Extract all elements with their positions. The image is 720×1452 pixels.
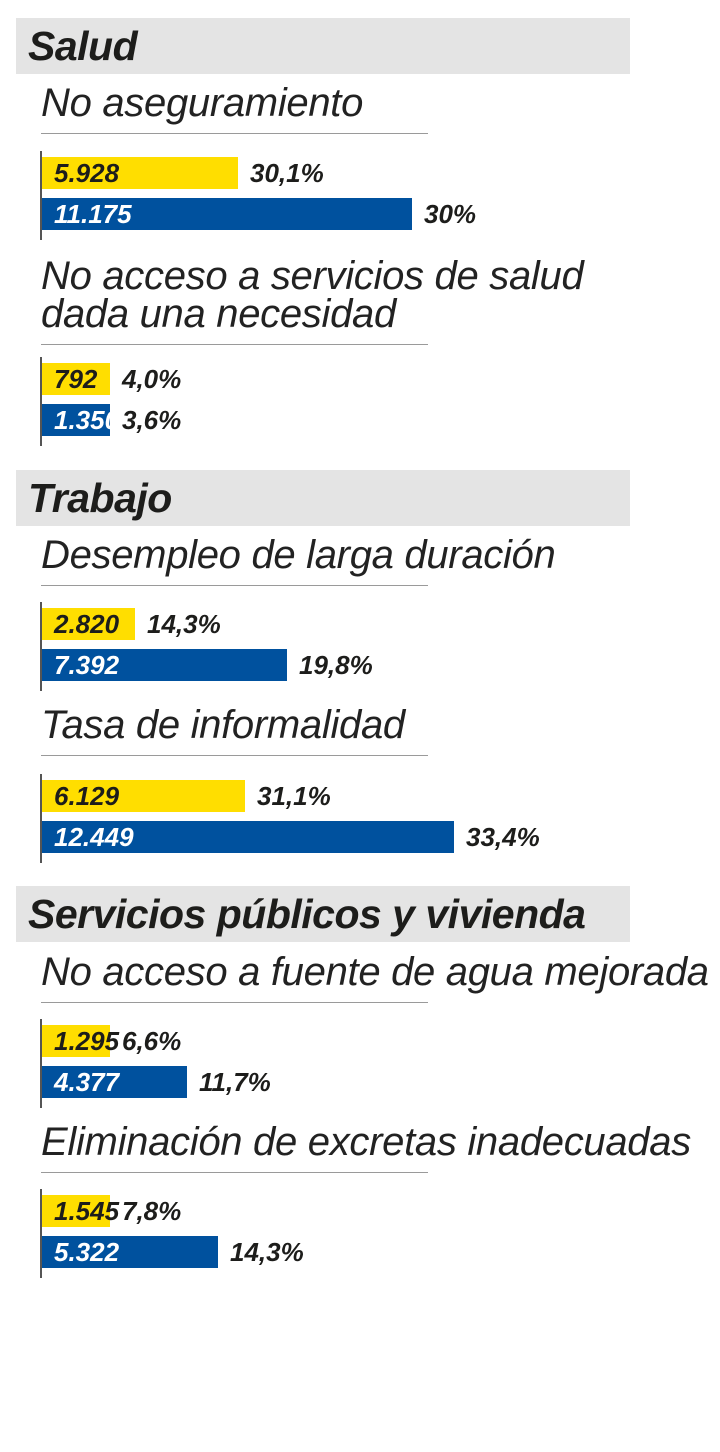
section-title: Salud xyxy=(28,23,138,69)
bar-blue xyxy=(42,1236,218,1268)
bar-axis-line xyxy=(40,151,42,240)
indicator-title-rule xyxy=(41,1172,428,1173)
indicator-title-rule xyxy=(41,1002,428,1003)
section-header-band xyxy=(16,886,630,942)
bar-value-label: 792 xyxy=(54,364,98,394)
indicator-title: Desempleo de larga duración xyxy=(41,533,556,577)
bar-axis-line xyxy=(40,602,42,691)
bar-value-label: 5.928 xyxy=(54,158,120,188)
section-header-band xyxy=(16,18,630,74)
bar-value-label: 5.322 xyxy=(54,1237,120,1267)
bar-value-label: 1.545 xyxy=(54,1196,120,1226)
bar-percent-label: 30% xyxy=(424,199,477,229)
indicator-title-rule xyxy=(41,585,428,586)
indicator-title: No aseguramiento xyxy=(41,81,364,125)
bar-percent-label: 33,4% xyxy=(466,822,540,852)
bar-value-label: 1.350 xyxy=(54,405,120,435)
bar-percent-label: 3,6% xyxy=(122,405,182,435)
bar-yellow xyxy=(42,780,245,812)
bar-percent-label: 14,3% xyxy=(230,1237,304,1267)
indicator-title: No acceso a servicios de salud dada una … xyxy=(41,254,584,336)
bar-yellow xyxy=(42,608,135,640)
bar-blue xyxy=(42,404,110,436)
bar-axis-line xyxy=(40,1189,42,1278)
indicator-title-rule xyxy=(41,133,428,134)
bar-yellow xyxy=(42,1195,110,1227)
section-header-band xyxy=(16,470,630,526)
indicator-title: Eliminación de excretas inadecuadas xyxy=(41,1120,691,1164)
section-title: Trabajo xyxy=(28,475,172,521)
bar-axis-line xyxy=(40,774,42,863)
bar-percent-label: 6,6% xyxy=(122,1026,182,1056)
bar-yellow xyxy=(42,157,238,189)
bar-percent-label: 31,1% xyxy=(257,781,331,811)
bar-value-label: 7.392 xyxy=(54,650,120,680)
bar-blue xyxy=(42,1066,187,1098)
bar-percent-label: 14,3% xyxy=(147,609,221,639)
bar-value-label: 2.820 xyxy=(54,609,120,639)
indicator-title-rule xyxy=(41,755,428,756)
bar-blue xyxy=(42,198,412,230)
indicator-title: No acceso a fuente de agua mejorada xyxy=(41,950,709,994)
bar-value-label: 1.295 xyxy=(54,1026,120,1056)
bar-percent-label: 11,7% xyxy=(199,1067,271,1097)
bar-percent-label: 7,8% xyxy=(122,1196,182,1226)
bar-value-label: 12.449 xyxy=(54,822,134,852)
bar-percent-label: 4,0% xyxy=(122,364,182,394)
bar-axis-line xyxy=(40,357,42,446)
bar-percent-label: 19,8% xyxy=(299,650,373,680)
bar-yellow xyxy=(42,1025,110,1057)
indicator-title: Tasa de informalidad xyxy=(41,703,405,747)
indicator-title-rule xyxy=(41,344,428,345)
bar-value-label: 4.377 xyxy=(54,1067,120,1097)
bar-value-label: 11.175 xyxy=(54,199,132,229)
bar-blue xyxy=(42,649,287,681)
bar-value-label: 6.129 xyxy=(54,781,120,811)
bar-percent-label: 30,1% xyxy=(250,158,324,188)
bar-blue xyxy=(42,821,454,853)
bar-axis-line xyxy=(40,1019,42,1108)
section-title: Servicios públicos y vivienda xyxy=(28,891,586,937)
bar-yellow xyxy=(42,363,110,395)
